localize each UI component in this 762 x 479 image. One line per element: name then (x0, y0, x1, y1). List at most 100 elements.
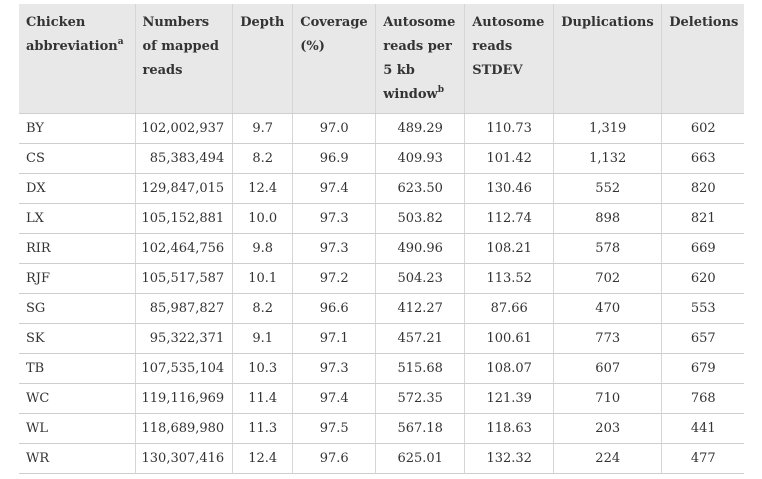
abbreviation-cell: WC (19, 383, 135, 414)
footnote-marker-b: b (437, 84, 445, 95)
mapped-reads-cell: 105,517,587 (134, 263, 233, 294)
reads-stdev-cell: 87.66 (464, 293, 554, 324)
table-row: SK 95,322,371 9.1 97.1 457.21 100.61 773 657 (19, 323, 745, 354)
duplications-cell: 607 (553, 353, 662, 384)
reads-stdev-cell: 112.74 (464, 203, 554, 234)
reads-stdev-cell: 101.42 (464, 143, 554, 174)
duplications-cell: 1,132 (553, 143, 662, 174)
reads-per-window-cell: 625.01 (375, 443, 465, 474)
coverage-cell: 96.9 (292, 143, 376, 174)
deletions-cell: 821 (661, 203, 745, 234)
table-row: TB 107,535,104 10.3 97.3 515.68 108.07 607 679 (19, 353, 745, 384)
abbreviation-cell: SK (19, 323, 135, 354)
header-duplications: Duplications (553, 4, 662, 114)
data-table: Chicken abbreviationa Numbers of mapped … (19, 4, 745, 474)
mapped-reads-cell: 107,535,104 (134, 353, 233, 384)
mapped-reads-cell: 85,987,827 (134, 293, 233, 324)
reads-stdev-cell: 110.73 (464, 113, 554, 144)
duplications-cell: 710 (553, 383, 662, 414)
reads-per-window-cell: 457.21 (375, 323, 465, 354)
depth-cell: 9.7 (232, 113, 293, 144)
reads-per-window-cell: 503.82 (375, 203, 465, 234)
duplications-cell: 224 (553, 443, 662, 474)
coverage-cell: 97.1 (292, 323, 376, 354)
header-deletions: Deletions (661, 4, 745, 114)
mapped-reads-cell: 85,383,494 (134, 143, 233, 174)
depth-cell: 8.2 (232, 143, 293, 174)
coverage-cell: 97.4 (292, 383, 376, 414)
deletions-cell: 620 (661, 263, 745, 294)
mapped-reads-cell: 105,152,881 (134, 203, 233, 234)
deletions-cell: 477 (661, 443, 745, 474)
coverage-cell: 97.5 (292, 413, 376, 444)
coverage-cell: 97.4 (292, 173, 376, 204)
table-row: BY 102,002,937 9.7 97.0 489.29 110.73 1,319 602 (19, 113, 745, 144)
deletions-cell: 679 (661, 353, 745, 384)
abbreviation-cell: WL (19, 413, 135, 444)
header-mapped-reads: Numbers of mapped reads (134, 4, 233, 114)
deletions-cell: 602 (661, 113, 745, 144)
depth-cell: 10.3 (232, 353, 293, 384)
reads-stdev-cell: 121.39 (464, 383, 554, 414)
depth-cell: 12.4 (232, 443, 293, 474)
mapped-reads-cell: 119,116,969 (134, 383, 233, 414)
table-row: LX 105,152,881 10.0 97.3 503.82 112.74 898 821 (19, 203, 745, 234)
deletions-cell: 820 (661, 173, 745, 204)
deletions-cell: 768 (661, 383, 745, 414)
abbreviation-cell: RIR (19, 233, 135, 264)
table-row: RIR 102,464,756 9.8 97.3 490.96 108.21 578 669 (19, 233, 745, 264)
table-row: CS 85,383,494 8.2 96.9 409.93 101.42 1,132 663 (19, 143, 745, 174)
coverage-cell: 97.2 (292, 263, 376, 294)
table-row: WC 119,116,969 11.4 97.4 572.35 121.39 710 768 (19, 383, 745, 414)
table-body: BY 102,002,937 9.7 97.0 489.29 110.73 1,319 602… (19, 113, 745, 474)
coverage-cell: 97.3 (292, 233, 376, 264)
duplications-cell: 702 (553, 263, 662, 294)
duplications-cell: 470 (553, 293, 662, 324)
abbreviation-cell: TB (19, 353, 135, 384)
abbreviation-cell: SG (19, 293, 135, 324)
header-autosome-reads-per-window: Autosome reads per 5 kb windowb (375, 4, 465, 114)
deletions-cell: 441 (661, 413, 745, 444)
mapped-reads-cell: 95,322,371 (134, 323, 233, 354)
depth-cell: 8.2 (232, 293, 293, 324)
duplications-cell: 552 (553, 173, 662, 204)
depth-cell: 12.4 (232, 173, 293, 204)
header-depth: Depth (232, 4, 293, 114)
header-coverage: Coverage (%) (292, 4, 376, 114)
coverage-cell: 97.0 (292, 113, 376, 144)
header-chicken-abbreviation: Chicken abbreviationa (19, 4, 135, 114)
reads-per-window-cell: 412.27 (375, 293, 465, 324)
reads-stdev-cell: 132.32 (464, 443, 554, 474)
reads-per-window-cell: 489.29 (375, 113, 465, 144)
reads-per-window-cell: 572.35 (375, 383, 465, 414)
mapped-reads-cell: 102,464,756 (134, 233, 233, 264)
reads-stdev-cell: 100.61 (464, 323, 554, 354)
coverage-cell: 97.6 (292, 443, 376, 474)
mapped-reads-cell: 130,307,416 (134, 443, 233, 474)
table-row: DX 129,847,015 12.4 97.4 623.50 130.46 552 820 (19, 173, 745, 204)
duplications-cell: 898 (553, 203, 662, 234)
table-row: SG 85,987,827 8.2 96.6 412.27 87.66 470 553 (19, 293, 745, 324)
reads-per-window-cell: 515.68 (375, 353, 465, 384)
header-row: Chicken abbreviationa Numbers of mapped … (19, 4, 745, 114)
table-row: WR 130,307,416 12.4 97.6 625.01 132.32 224 477 (19, 443, 745, 474)
reads-stdev-cell: 118.63 (464, 413, 554, 444)
table-container: Chicken abbreviationa Numbers of mapped … (19, 4, 745, 474)
duplications-cell: 578 (553, 233, 662, 264)
reads-per-window-cell: 623.50 (375, 173, 465, 204)
reads-per-window-cell: 567.18 (375, 413, 465, 444)
abbreviation-cell: BY (19, 113, 135, 144)
footnote-marker-a: a (117, 36, 124, 47)
deletions-cell: 669 (661, 233, 745, 264)
depth-cell: 11.3 (232, 413, 293, 444)
duplications-cell: 773 (553, 323, 662, 354)
deletions-cell: 657 (661, 323, 745, 354)
reads-stdev-cell: 130.46 (464, 173, 554, 204)
coverage-cell: 96.6 (292, 293, 376, 324)
reads-stdev-cell: 113.52 (464, 263, 554, 294)
abbreviation-cell: LX (19, 203, 135, 234)
duplications-cell: 203 (553, 413, 662, 444)
deletions-cell: 663 (661, 143, 745, 174)
reads-stdev-cell: 108.21 (464, 233, 554, 264)
mapped-reads-cell: 129,847,015 (134, 173, 233, 204)
